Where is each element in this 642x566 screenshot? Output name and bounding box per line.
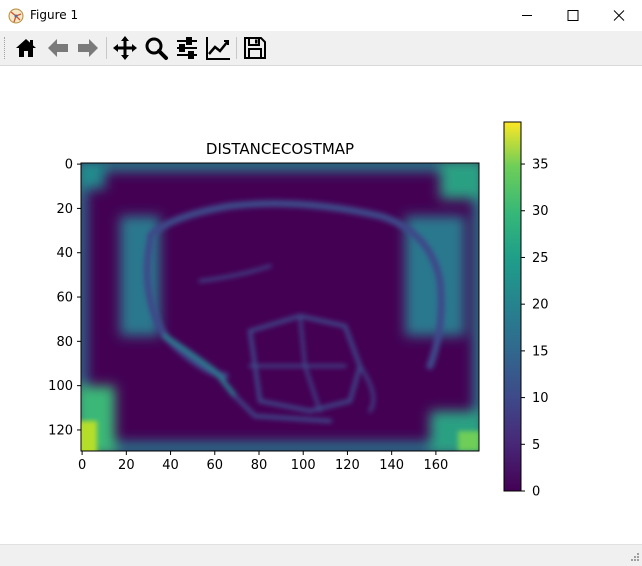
navigation-toolbar	[0, 31, 642, 66]
y-tick-label: 100	[48, 379, 73, 394]
close-button[interactable]	[596, 0, 642, 31]
colorbar-tick-label: 0	[532, 485, 540, 500]
colorbar-tick-label: 30	[532, 204, 549, 219]
home-button[interactable]	[12, 34, 40, 62]
forward-button[interactable]	[74, 34, 102, 62]
colorbar-tick-label: 35	[532, 158, 549, 173]
figure-svg: DISTANCECOSTMAP	[48, 121, 549, 500]
x-tick-label: 20	[118, 458, 135, 473]
floppy-disk-icon	[244, 37, 266, 59]
pan-button[interactable]	[111, 34, 139, 62]
colorbar-axis: 0 5 10 15 20 25 30 35	[521, 158, 549, 500]
y-tick-label: 0	[65, 158, 73, 173]
magnifier-icon	[145, 37, 168, 60]
y-axis: 0 20 40 60 80 100 120	[48, 158, 81, 438]
colorbar-tick-label: 25	[532, 251, 549, 266]
back-button[interactable]	[44, 34, 72, 62]
window-title: Figure 1	[30, 8, 79, 22]
colorbar-tick-label: 10	[532, 391, 549, 406]
line-chart-icon	[206, 37, 230, 60]
matplotlib-app-icon	[8, 8, 24, 24]
home-icon	[16, 39, 36, 57]
zoom-button[interactable]	[142, 34, 170, 62]
move-icon	[113, 36, 137, 60]
x-tick-label: 60	[206, 458, 223, 473]
x-tick-label: 100	[291, 458, 316, 473]
y-tick-label: 60	[56, 291, 73, 306]
chart-title: DISTANCECOSTMAP	[206, 140, 354, 158]
x-tick-label: 40	[162, 458, 179, 473]
colorbar-tick-label: 5	[532, 438, 540, 453]
resize-grip[interactable]	[628, 552, 640, 564]
colorbar	[503, 121, 522, 492]
maximize-button[interactable]	[550, 0, 596, 31]
x-tick-label: 0	[78, 458, 86, 473]
y-tick-label: 20	[56, 202, 73, 217]
save-button[interactable]	[241, 34, 269, 62]
toolbar-separator	[106, 37, 107, 59]
x-tick-label: 140	[379, 458, 404, 473]
x-tick-label: 160	[423, 458, 448, 473]
minimize-button[interactable]	[504, 0, 550, 31]
sliders-icon	[177, 37, 197, 59]
x-tick-label: 80	[251, 458, 268, 473]
plot-axes[interactable]	[80, 162, 480, 452]
colorbar-tick-label: 15	[532, 344, 549, 359]
y-tick-label: 80	[56, 335, 73, 350]
toolbar-separator	[236, 37, 237, 59]
y-tick-label: 120	[48, 423, 73, 438]
arrow-left-icon	[48, 39, 68, 57]
title-bar: Figure 1	[0, 0, 642, 31]
figure-canvas[interactable]: DISTANCECOSTMAP	[0, 66, 642, 544]
y-tick-label: 40	[56, 246, 73, 261]
configure-subplots-button[interactable]	[173, 34, 201, 62]
arrow-right-icon	[78, 39, 98, 57]
heatmap-image	[81, 163, 479, 451]
colorbar-tick-label: 20	[532, 298, 549, 313]
toolbar-grip[interactable]	[4, 37, 8, 59]
x-axis: 0 20 40 60 80 100 120 140 160	[78, 451, 448, 473]
status-bar	[0, 544, 642, 566]
edit-axis-button[interactable]	[204, 34, 232, 62]
x-tick-label: 120	[335, 458, 360, 473]
